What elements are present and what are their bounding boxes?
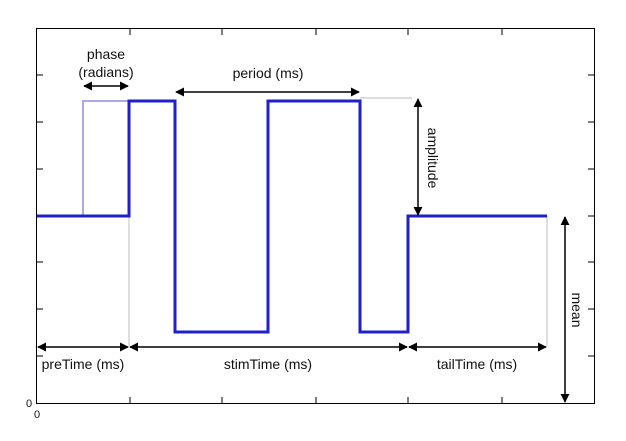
phase-label: phase <box>87 46 125 62</box>
stimtime-label: stimTime (ms) <box>224 356 312 372</box>
phase-ghost-waveform <box>82 100 129 216</box>
pretime-label: preTime (ms) <box>42 356 125 372</box>
guide-lines <box>128 97 548 346</box>
mean-label: mean <box>569 292 585 327</box>
plot-frame <box>36 28 595 404</box>
tailtime-label: tailTime (ms) <box>437 356 517 372</box>
x-origin-label: 0 <box>34 409 40 421</box>
phase-units-label: (radians) <box>78 64 133 80</box>
y-origin-label: 0 <box>26 398 32 410</box>
axis-ticks <box>37 29 594 403</box>
period-label: period (ms) <box>233 65 304 81</box>
amplitude-label: amplitude <box>425 128 441 189</box>
stimulus-waveform <box>37 99 547 334</box>
